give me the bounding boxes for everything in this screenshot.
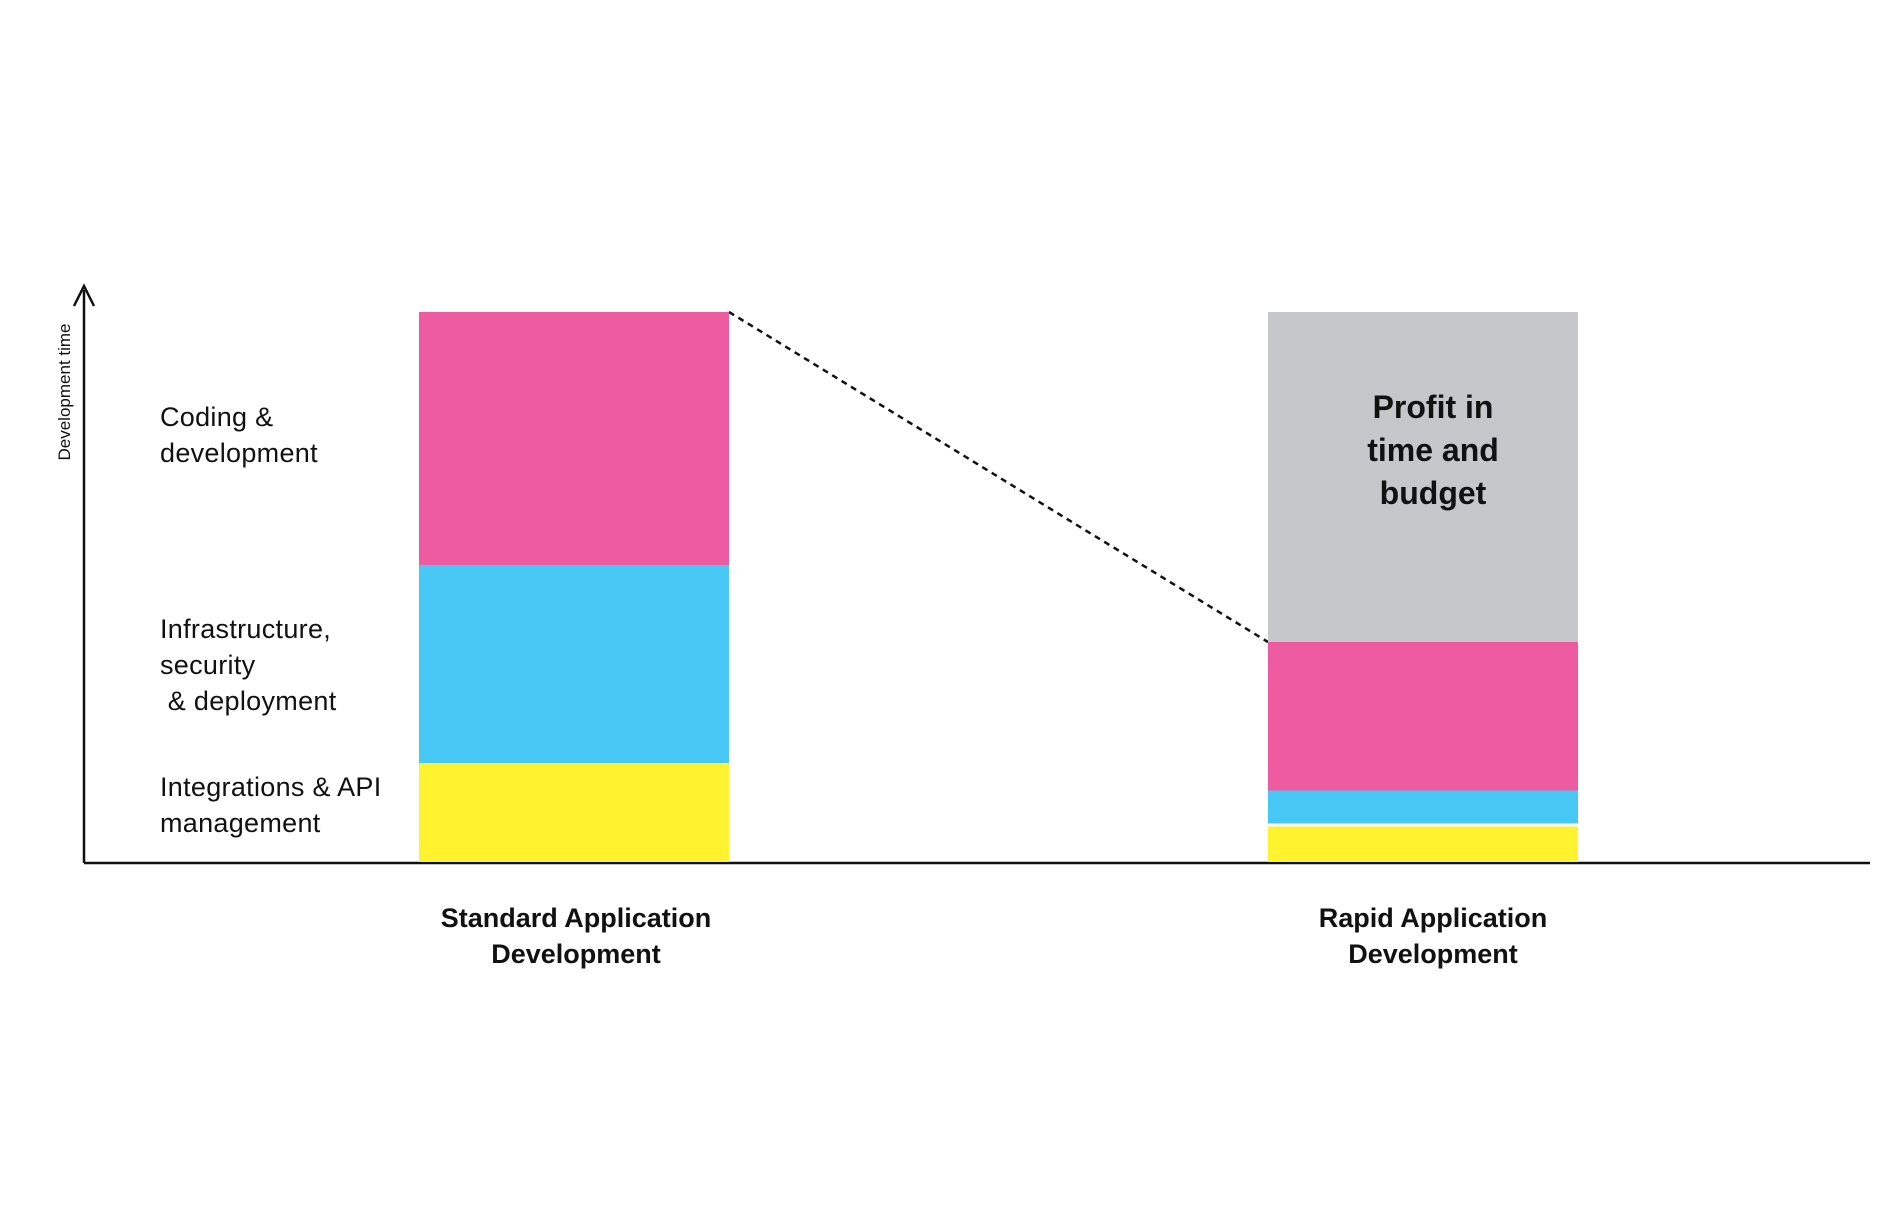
series-label-infrastructure-security-deployment: Infrastructure, security & deployment bbox=[160, 614, 337, 716]
category-label-line: Development bbox=[491, 939, 661, 969]
series-label-line: Infrastructure, bbox=[160, 614, 331, 644]
labels-layer: Profit in time and budget Integrations & AP… bbox=[160, 389, 1547, 969]
category-label-line: Standard Application bbox=[441, 903, 712, 933]
bar-standard-application-development-integrations-api-management bbox=[419, 763, 729, 862]
profit-annotation: Profit in time and budget bbox=[1367, 389, 1499, 511]
chart-axes: Development time bbox=[55, 283, 1870, 865]
category-label-line: Rapid Application bbox=[1319, 903, 1548, 933]
dashed-connector-line bbox=[728, 310, 1269, 644]
category-label-standard-application-development: Standard Application Development bbox=[441, 903, 712, 969]
bar-rapid-application-development-infrastructure-security-deployment bbox=[1268, 790, 1578, 824]
bar-rapid-application-development-integrations-api-management bbox=[1268, 826, 1578, 862]
bar-profit-in-time-and-budget bbox=[1268, 312, 1578, 642]
series-label-integrations-api-management: Integrations & API management bbox=[160, 772, 382, 838]
connector-layer bbox=[728, 310, 1269, 644]
series-label-line: security bbox=[160, 650, 256, 680]
bars-layer bbox=[419, 312, 1578, 862]
series-label-line: development bbox=[160, 438, 318, 468]
bar-standard-application-development-coding-development bbox=[419, 312, 729, 565]
y-axis-label: Development time bbox=[55, 323, 74, 460]
series-label-line: & deployment bbox=[160, 686, 337, 716]
category-label-rapid-application-development: Rapid Application Development bbox=[1319, 903, 1548, 969]
profit-annotation-line: Profit in bbox=[1373, 389, 1494, 425]
series-label-line: management bbox=[160, 808, 321, 838]
category-label-line: Development bbox=[1348, 939, 1518, 969]
series-label-line: Coding & bbox=[160, 402, 273, 432]
bar-standard-application-development-infrastructure-security-deployment bbox=[419, 565, 729, 763]
profit-annotation-line: time and bbox=[1367, 432, 1499, 468]
series-label-line: Integrations & API bbox=[160, 772, 382, 802]
y-axis-arrow-icon bbox=[72, 283, 96, 307]
series-label-coding-development: Coding & development bbox=[160, 402, 318, 468]
bar-rapid-application-development-coding-development bbox=[1268, 642, 1578, 791]
profit-annotation-line: budget bbox=[1380, 475, 1487, 511]
